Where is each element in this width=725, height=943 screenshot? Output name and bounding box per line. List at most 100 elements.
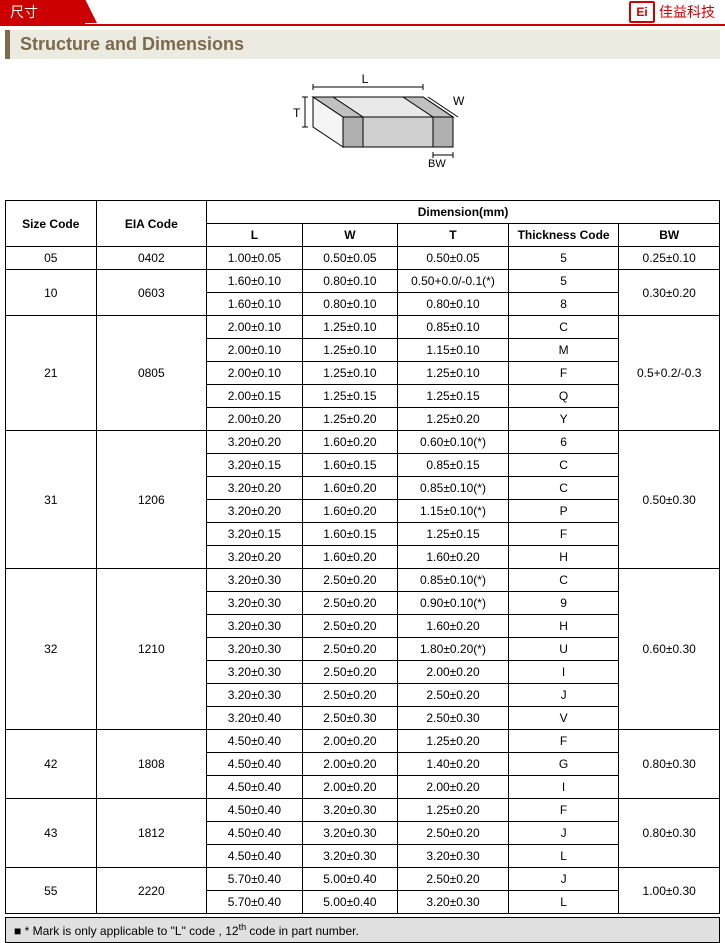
- cell-tc: Y: [508, 408, 619, 431]
- cell-L: 3.20±0.30: [207, 661, 303, 684]
- cell-bw: 0.30±0.20: [619, 270, 720, 316]
- cell-size-code: 05: [6, 247, 97, 270]
- cell-T: 3.20±0.30: [398, 845, 509, 868]
- cell-T: 1.25±0.20: [398, 730, 509, 753]
- cell-L: 2.00±0.10: [207, 316, 303, 339]
- cell-L: 2.00±0.20: [207, 408, 303, 431]
- cell-W: 5.00±0.40: [302, 891, 398, 914]
- cell-size-code: 32: [6, 569, 97, 730]
- cell-L: 4.50±0.40: [207, 845, 303, 868]
- top-bar: 尺寸 Size Ei 佳益科技: [0, 0, 725, 26]
- dimensions-table: Size Code EIA Code Dimension(mm) L W T T…: [5, 200, 720, 914]
- cell-L: 2.00±0.15: [207, 385, 303, 408]
- diagram-label-bw: BW: [428, 158, 446, 170]
- cell-L: 3.20±0.30: [207, 569, 303, 592]
- cell-W: 2.50±0.20: [302, 638, 398, 661]
- cell-bw: 0.80±0.30: [619, 799, 720, 868]
- cell-T: 0.85±0.10(*): [398, 477, 509, 500]
- cell-eia-code: 0603: [96, 270, 207, 316]
- cell-W: 0.80±0.10: [302, 270, 398, 293]
- top-bar-left: 尺寸 Size: [0, 0, 85, 24]
- cell-eia-code: 2220: [96, 868, 207, 914]
- cell-bw: 0.80±0.30: [619, 730, 720, 799]
- cell-tc: C: [508, 569, 619, 592]
- th-t: T: [398, 224, 509, 247]
- table-row: 1006031.60±0.100.80±0.100.50+0.0/-0.1(*)…: [6, 270, 720, 293]
- cell-W: 3.20±0.30: [302, 822, 398, 845]
- cell-L: 3.20±0.15: [207, 454, 303, 477]
- cell-W: 0.80±0.10: [302, 293, 398, 316]
- th-eia-code: EIA Code: [96, 201, 207, 247]
- cell-tc: F: [508, 799, 619, 822]
- cell-T: 0.80±0.10: [398, 293, 509, 316]
- cell-tc: C: [508, 316, 619, 339]
- cell-L: 2.00±0.10: [207, 339, 303, 362]
- cell-tc: F: [508, 362, 619, 385]
- cell-W: 2.00±0.20: [302, 730, 398, 753]
- cell-L: 1.00±0.05: [207, 247, 303, 270]
- table-row: 5522205.70±0.405.00±0.402.50±0.20J1.00±0…: [6, 868, 720, 891]
- cell-T: 2.00±0.20: [398, 661, 509, 684]
- cell-bw: 0.5+0.2/-0.3: [619, 316, 720, 431]
- cell-L: 4.50±0.40: [207, 730, 303, 753]
- cell-eia-code: 0402: [96, 247, 207, 270]
- cell-T: 1.60±0.20: [398, 615, 509, 638]
- cell-eia-code: 1812: [96, 799, 207, 868]
- cell-tc: U: [508, 638, 619, 661]
- cell-W: 2.50±0.30: [302, 707, 398, 730]
- cell-W: 1.60±0.15: [302, 523, 398, 546]
- table-row: 4218084.50±0.402.00±0.201.25±0.20F0.80±0…: [6, 730, 720, 753]
- cell-tc: G: [508, 753, 619, 776]
- footnote: ■ * Mark is only applicable to "L" code …: [5, 917, 720, 943]
- cell-W: 2.00±0.20: [302, 753, 398, 776]
- table-row: 4318124.50±0.403.20±0.301.25±0.20F0.80±0…: [6, 799, 720, 822]
- cell-bw: 0.25±0.10: [619, 247, 720, 270]
- cell-W: 5.00±0.40: [302, 868, 398, 891]
- cell-W: 1.60±0.20: [302, 546, 398, 569]
- cell-W: 2.00±0.20: [302, 776, 398, 799]
- diagram-label-t: T: [293, 106, 301, 120]
- component-diagram: L W T BW: [0, 67, 725, 190]
- cell-size-code: 21: [6, 316, 97, 431]
- cell-L: 3.20±0.20: [207, 431, 303, 454]
- cell-T: 0.50+0.0/-0.1(*): [398, 270, 509, 293]
- cell-W: 1.25±0.15: [302, 385, 398, 408]
- size-tab: 尺寸 Size: [0, 0, 85, 25]
- cell-L: 3.20±0.30: [207, 638, 303, 661]
- cell-tc: I: [508, 776, 619, 799]
- diagram-label-w: W: [453, 94, 465, 108]
- cell-L: 4.50±0.40: [207, 753, 303, 776]
- cell-W: 2.50±0.20: [302, 615, 398, 638]
- cell-L: 3.20±0.20: [207, 546, 303, 569]
- cell-tc: M: [508, 339, 619, 362]
- cell-W: 2.50±0.20: [302, 592, 398, 615]
- cell-tc: 8: [508, 293, 619, 316]
- cell-L: 3.20±0.30: [207, 684, 303, 707]
- cell-size-code: 55: [6, 868, 97, 914]
- cell-L: 4.50±0.40: [207, 799, 303, 822]
- cell-T: 3.20±0.30: [398, 891, 509, 914]
- brand: Ei 佳益科技: [629, 1, 725, 23]
- cell-T: 2.50±0.20: [398, 868, 509, 891]
- cell-L: 4.50±0.40: [207, 822, 303, 845]
- cell-T: 2.00±0.20: [398, 776, 509, 799]
- cell-T: 2.50±0.20: [398, 684, 509, 707]
- cell-L: 1.60±0.10: [207, 270, 303, 293]
- cell-T: 0.85±0.10(*): [398, 569, 509, 592]
- cell-T: 1.40±0.20: [398, 753, 509, 776]
- diagram-label-l: L: [361, 72, 368, 86]
- th-thickness-code: Thickness Code: [508, 224, 619, 247]
- table-row: 0504021.00±0.050.50±0.050.50±0.0550.25±0…: [6, 247, 720, 270]
- table-row: 3112063.20±0.201.60±0.200.60±0.10(*)60.5…: [6, 431, 720, 454]
- cell-T: 1.25±0.20: [398, 408, 509, 431]
- cell-tc: C: [508, 477, 619, 500]
- cell-tc: C: [508, 454, 619, 477]
- cell-tc: H: [508, 546, 619, 569]
- cell-W: 2.50±0.20: [302, 684, 398, 707]
- cell-W: 1.25±0.20: [302, 408, 398, 431]
- size-label-en: Size: [46, 0, 71, 14]
- cell-tc: 9: [508, 592, 619, 615]
- cell-T: 2.50±0.30: [398, 707, 509, 730]
- cell-size-code: 42: [6, 730, 97, 799]
- cell-tc: P: [508, 500, 619, 523]
